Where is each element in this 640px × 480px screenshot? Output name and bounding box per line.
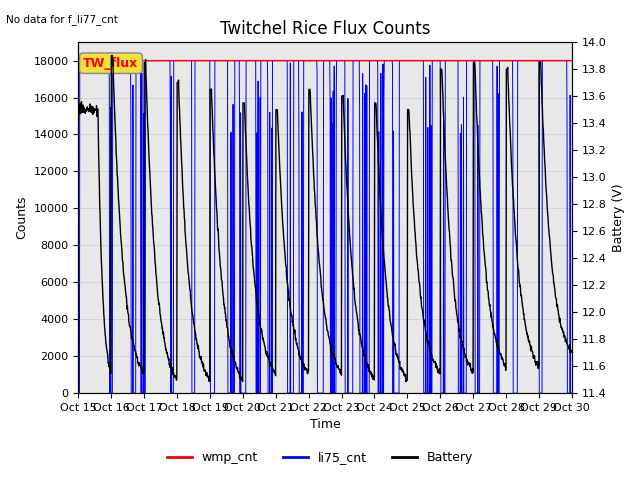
Legend: wmp_cnt, li75_cnt, Battery: wmp_cnt, li75_cnt, Battery (162, 446, 478, 469)
Title: Twitchel Rice Flux Counts: Twitchel Rice Flux Counts (220, 20, 430, 38)
X-axis label: Time: Time (310, 419, 340, 432)
Y-axis label: Battery (V): Battery (V) (612, 183, 625, 252)
Y-axis label: Counts: Counts (15, 196, 28, 240)
Text: TW_flux: TW_flux (83, 57, 139, 70)
Text: No data for f_li77_cnt: No data for f_li77_cnt (6, 14, 118, 25)
